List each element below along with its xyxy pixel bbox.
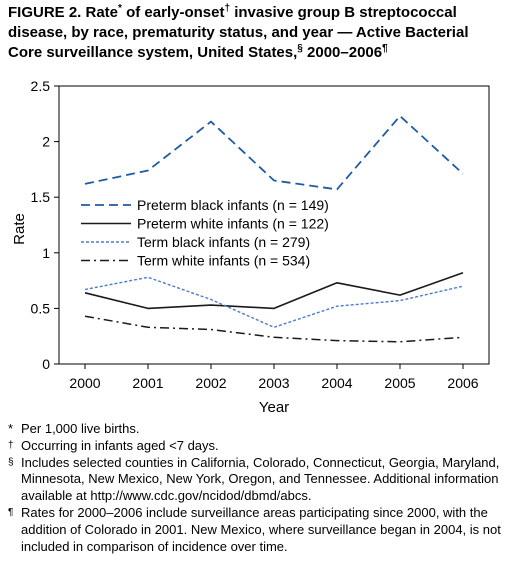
legend: Preterm black infants (n = 149) Preterm w… [81, 197, 329, 269]
figure-title: FIGURE 2. Rate* of early-onset† invasive… [8, 3, 508, 63]
series-line-3 [84, 276, 464, 328]
series-line-1 [84, 115, 464, 191]
footnote-mark: * [8, 421, 14, 436]
footnote: § Includes selected counties in Californi… [8, 455, 508, 505]
x-tick-label: 2004 [321, 375, 352, 391]
x-tick-label: 2000 [69, 375, 100, 391]
footnote: * Per 1,000 live births. [8, 421, 508, 438]
series-lines [84, 115, 464, 343]
footnote: ¶ Rates for 2000–2006 include surveillanc… [8, 505, 508, 555]
line-chart: 00.511.522.5 2000 2001 2002 2003 2004 2005 200… [11, 78, 490, 416]
footnote-mark: † [8, 439, 14, 451]
x-tick-label: 2001 [132, 375, 163, 391]
series-line-4 [84, 315, 464, 343]
series-line-2 [84, 272, 464, 310]
footnote-mark: * [118, 3, 122, 14]
footnote: † Occurring in infants aged <7 days. [8, 438, 508, 455]
y-axis-label: Rate [11, 213, 28, 245]
legend-label: Preterm white infants (n = 122) [137, 216, 329, 232]
y-tick-label: 2.5 [31, 78, 51, 94]
title-text: of early-onset [121, 4, 225, 21]
x-axis-label: Year [259, 399, 289, 416]
y-tick-label: 1.5 [31, 189, 51, 205]
title-text: invasive group B streptococcal [230, 4, 457, 21]
y-tick-label: 0.5 [31, 300, 51, 316]
title-text: Core surveillance system, United States, [8, 44, 298, 61]
title-text: FIGURE 2. Rate [8, 4, 119, 21]
legend-label: Term white infants (n = 534) [137, 253, 310, 269]
legend-label: Term black infants (n = 279) [137, 234, 310, 250]
y-axis: 0 0.5 1 1.5 2 2.5 [31, 78, 59, 372]
y-tick-label: 0 [42, 356, 50, 372]
x-tick-label: 2003 [258, 375, 289, 391]
footnote-mark: † [224, 3, 231, 14]
y-tick-label: 1 [42, 245, 50, 261]
title-text: 2000–2006 [302, 44, 383, 61]
footnote-text: Rates for 2000–2006 include surveillance… [21, 504, 501, 554]
footnote-mark: ¶ [382, 43, 388, 54]
footnote-mark: § [297, 43, 303, 54]
title-text: disease, by race, prematurity status, an… [8, 24, 469, 41]
footnote-text: Occurring in infants aged <7 days. [21, 437, 219, 453]
x-tick-label: 2006 [447, 375, 478, 391]
footnote-mark: § [8, 456, 14, 468]
legend-label: Preterm black infants (n = 149) [137, 197, 329, 213]
footnote-text: Per 1,000 live births. [21, 421, 140, 436]
footnote-text: Includes selected counties in California… [21, 454, 500, 504]
x-tick-label: 2005 [384, 375, 415, 391]
x-axis: 2000 2001 2002 2003 2004 2005 2006 [69, 364, 479, 391]
x-tick-label: 2002 [195, 375, 226, 391]
y-tick-label: 2 [42, 134, 50, 150]
footnotes: * Per 1,000 live births. † Occurring in in… [8, 421, 508, 555]
footnote-mark: ¶ [8, 506, 14, 518]
